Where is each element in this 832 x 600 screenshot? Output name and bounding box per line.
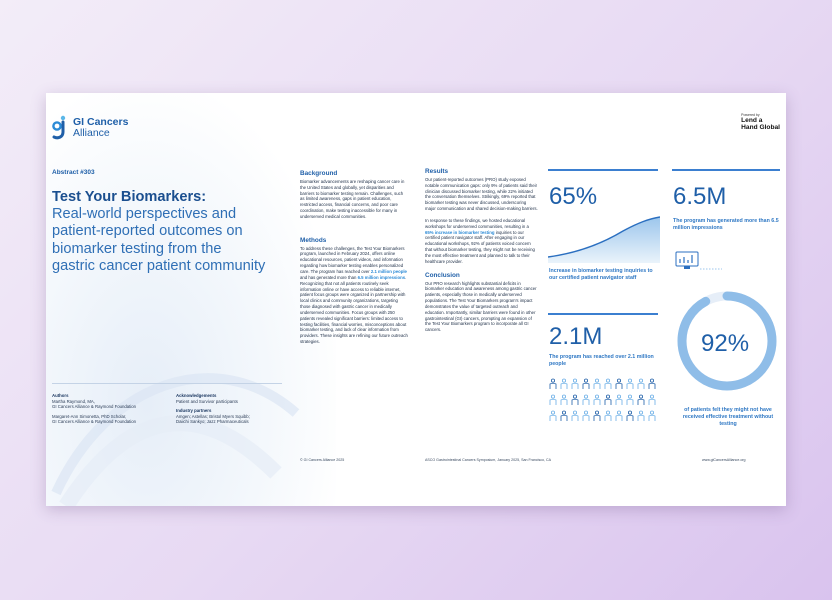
ring-progress-arc — [677, 291, 777, 391]
authors-heading: Authors — [52, 393, 69, 398]
person-icon — [648, 394, 656, 405]
people-icon-grid — [549, 378, 656, 421]
stat-rule — [548, 169, 658, 171]
powered-by-block: Powered by Lend a Hand Global — [741, 113, 780, 131]
person-icon — [560, 394, 568, 405]
partners-line: Daiichi Sankyo; Jazz Pharmaceuticals — [176, 419, 249, 425]
background-text: Biomarker advancements are reshaping can… — [300, 178, 405, 219]
decorative-swirl — [51, 373, 300, 506]
person-icon — [604, 394, 612, 405]
divider — [52, 383, 282, 384]
methods-text-b: and has generated more than — [300, 274, 358, 280]
background-heading: Background — [300, 170, 338, 177]
author-line: Martha Raymond, MA, — [52, 398, 95, 404]
stat-92-description: of patients felt they might not have rec… — [682, 407, 774, 428]
partner-logo-line2: Hand Global — [741, 124, 780, 131]
methods-highlight-impressions: 6.5 million impressions — [357, 274, 406, 280]
stat-6-5m-value: 6.5M — [673, 183, 727, 210]
person-icon — [571, 394, 579, 405]
person-icon — [648, 378, 656, 389]
person-icon — [582, 394, 590, 405]
stat-rule — [548, 313, 658, 315]
results-text-2a: In response to these findings, we hosted… — [425, 217, 529, 229]
methods-highlight-reach: 2.1 million people — [370, 268, 407, 274]
results-text-2b: inquiries to our certified patient navig… — [425, 229, 535, 264]
growth-area — [548, 217, 660, 263]
stat-2-1m-value: 2.1M — [549, 323, 603, 350]
logo-name-line1: GI Cancers — [73, 116, 129, 128]
authors-block: Authors Martha Raymond, MA, GI Cancers A… — [52, 393, 172, 425]
poster: GI Cancers Alliance Powered by Lend a Ha… — [46, 93, 786, 506]
column-spacer — [300, 226, 408, 238]
person-icon — [593, 378, 601, 389]
person-icon — [604, 410, 612, 421]
results-heading: Results — [425, 168, 449, 175]
person-icon — [637, 378, 645, 389]
percent-ring-chart — [677, 291, 777, 391]
stat-65-value: 65% — [549, 183, 598, 210]
person-icon — [615, 394, 623, 405]
author-line: GI Cancers Alliance & Raymond Foundation — [52, 419, 137, 425]
person-icon — [549, 378, 557, 389]
conclusion-text: Our PRO research highlights substantial … — [425, 280, 537, 333]
title-rest: Real-world perspectives and patient-repo… — [52, 206, 266, 274]
stat-2-1m-description: The program has reached over 2.1 million… — [549, 354, 654, 368]
person-icon — [615, 410, 623, 421]
person-icon — [626, 378, 634, 389]
methods-text-c: . Recognizing that not all patients rout… — [300, 274, 408, 345]
results-text-1: Our patient-reported outcomes (PRO) stud… — [425, 176, 538, 212]
author-line: Margaret-Ann Simonetta, PhD Scholar, — [52, 413, 127, 419]
stat-92-value: 92% — [701, 330, 750, 357]
footer-website-link[interactable]: www.giCancersAlliance.org — [702, 458, 746, 462]
powered-by-label: Powered by — [741, 113, 760, 117]
column-results-conclusion: Results Our patient-reported outcomes (P… — [425, 168, 538, 339]
footer-copyright: © GI Cancers Alliance 2025 — [300, 458, 345, 462]
methods-heading: Methods — [300, 236, 327, 244]
abstract-number: Abstract #303 — [52, 169, 95, 176]
logo-name-line2: Alliance — [73, 127, 110, 139]
stat-65-description: Increase in biomarker testing inquiries … — [549, 268, 653, 282]
results-text-2: In response to these findings, we hosted… — [425, 218, 538, 265]
person-icon — [549, 394, 557, 405]
acknowledgements-text: Patient and Survivor participants — [176, 398, 238, 404]
person-icon — [560, 378, 568, 389]
logo-mark-icon — [52, 115, 66, 140]
methods-text-a: To address these challenges, the Test Yo… — [300, 245, 405, 274]
growth-line — [548, 216, 660, 258]
partners-line: Amgen; Astellas; Bristol Myers Squibb; — [176, 413, 250, 419]
gi-cancers-alliance-logo: GI Cancers Alliance — [52, 115, 128, 141]
column-background-methods: Background Biomarker advancements are re… — [300, 170, 408, 351]
person-icon — [637, 410, 645, 421]
results-highlight: 65% increase in biomarker testing — [425, 229, 495, 235]
partner-logo-line1: Lend a — [741, 117, 763, 124]
person-icon — [626, 410, 634, 421]
acknowledgements-heading: Acknowledgements — [176, 393, 217, 398]
person-icon — [615, 378, 623, 389]
person-icon — [582, 410, 590, 421]
title-bold: Test Your Biomarkers: — [52, 189, 207, 205]
person-icon — [637, 394, 645, 405]
person-icon — [593, 394, 601, 405]
stat-rule — [672, 169, 780, 171]
person-icon — [549, 410, 557, 421]
growth-curve-chart — [548, 216, 660, 263]
author-line: GI Cancers Alliance & Raymond Foundation — [52, 404, 137, 410]
person-icon — [604, 378, 612, 389]
monitor-icon — [675, 251, 722, 270]
methods-text: To address these challenges, the Test Yo… — [300, 246, 408, 345]
footer-conference: ASCO Gastrointestinal Cancers Symposium,… — [425, 458, 552, 462]
poster-title: Test Your Biomarkers: Real-world perspec… — [52, 189, 267, 275]
partners-heading: Industry partners — [176, 408, 212, 414]
person-icon — [593, 410, 601, 421]
person-icon — [571, 378, 579, 389]
stat-6-5m-description: The program has generated more than 6.5 … — [673, 218, 779, 232]
person-icon — [648, 410, 656, 421]
person-icon — [626, 394, 634, 405]
person-icon — [582, 378, 590, 389]
person-icon — [560, 410, 568, 421]
conclusion-heading: Conclusion — [425, 271, 460, 279]
person-icon — [571, 410, 579, 421]
acknowledgements-block: Acknowledgements Patient and Survivor pa… — [176, 393, 296, 425]
